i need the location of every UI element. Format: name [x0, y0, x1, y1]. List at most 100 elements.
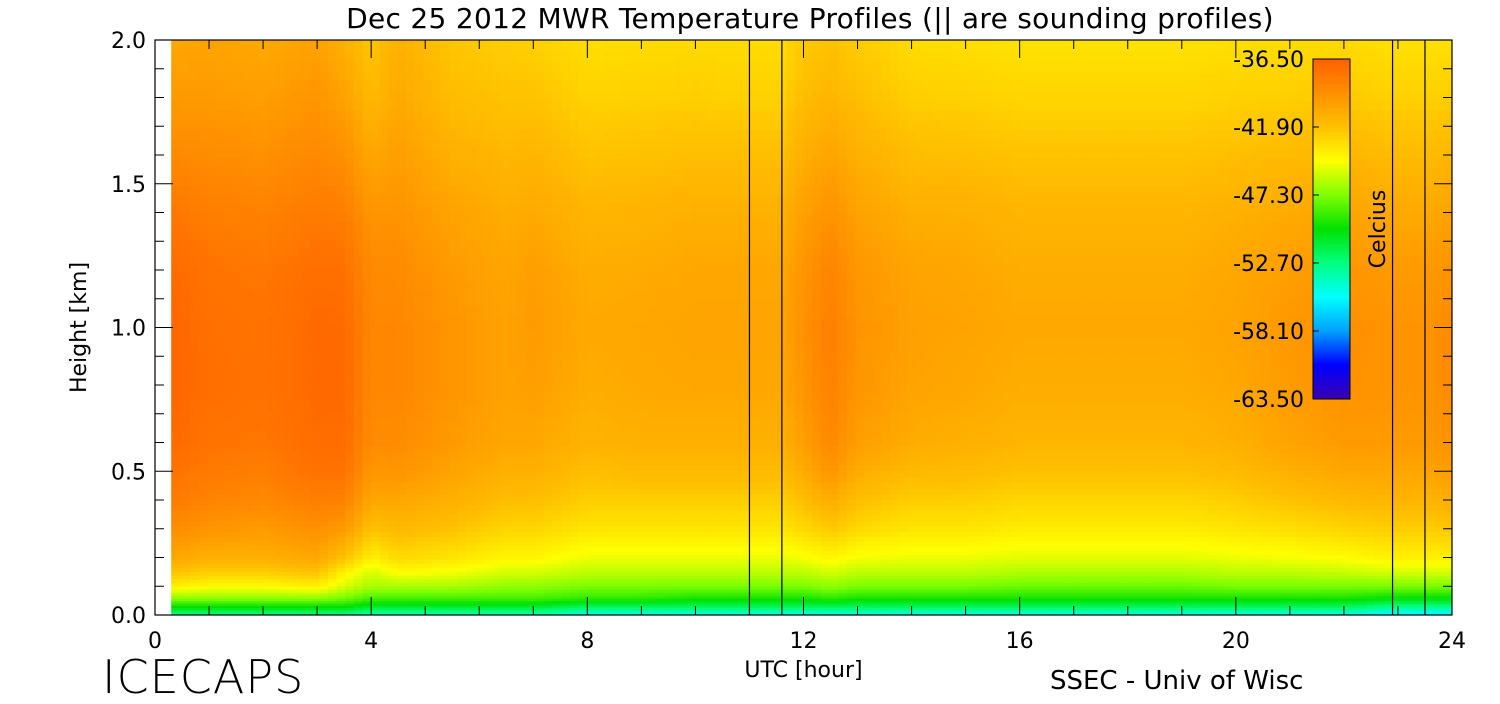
heatmap-cell	[959, 510, 969, 517]
heatmap-cell	[1166, 554, 1176, 560]
heatmap-cell	[379, 600, 390, 604]
heatmap-cell	[1097, 571, 1107, 576]
heatmap-cell	[301, 578, 312, 583]
heatmap-cell	[198, 563, 208, 568]
heatmap-cell	[448, 540, 459, 547]
heatmap-cell	[1158, 526, 1168, 532]
heatmap-cell	[206, 567, 217, 572]
heatmap-cell	[1114, 510, 1125, 517]
heatmap-cell	[1244, 595, 1254, 599]
heatmap-cell	[1071, 545, 1081, 551]
heatmap-cell	[734, 550, 744, 556]
heatmap-cell	[1348, 600, 1358, 604]
heatmap-cell	[1218, 536, 1228, 542]
heatmap-cell	[535, 613, 545, 615]
heatmap-cell	[1270, 588, 1280, 593]
heatmap-cell	[786, 613, 796, 615]
heatmap-cell	[198, 607, 208, 610]
heatmap-cell	[1417, 612, 1427, 615]
heatmap-cell	[1417, 521, 1427, 527]
heatmap-cell	[872, 558, 882, 564]
heatmap-cell	[976, 563, 986, 568]
heatmap-cell	[466, 499, 476, 506]
heatmap-cell	[267, 558, 277, 564]
heatmap-cell	[267, 603, 277, 606]
heatmap-cell	[889, 597, 900, 602]
heatmap-cell	[353, 597, 364, 602]
heatmap-cell	[1201, 575, 1211, 580]
heatmap-cell	[1123, 571, 1133, 576]
heatmap-cell	[310, 605, 320, 609]
heatmap-cell	[959, 582, 969, 587]
heatmap-cell	[578, 611, 588, 614]
heatmap-cell	[751, 521, 761, 527]
heatmap-cell	[1192, 585, 1202, 590]
heatmap-cell	[1201, 603, 1211, 606]
heatmap-cell	[621, 585, 632, 590]
heatmap-cell	[319, 600, 329, 604]
heatmap-cell	[1348, 536, 1358, 542]
heatmap-cell	[1296, 585, 1306, 590]
heatmap-cell	[310, 526, 320, 532]
heatmap-cell	[665, 605, 675, 609]
heatmap-cell	[319, 612, 329, 615]
heatmap-cell	[985, 600, 995, 604]
heatmap-cell	[595, 607, 606, 610]
heatmap-cell	[1365, 575, 1375, 580]
heatmap-cell	[751, 611, 761, 614]
heatmap-cell	[301, 597, 312, 602]
heatmap-cell	[699, 588, 709, 593]
heatmap-cell	[1330, 609, 1341, 612]
heatmap-cell	[820, 600, 831, 604]
heatmap-cell	[1356, 536, 1367, 542]
heatmap-cell	[397, 554, 407, 560]
heatmap-cell	[881, 595, 891, 599]
heatmap-cell	[907, 597, 917, 602]
heatmap-cell	[1400, 554, 1410, 560]
heatmap-cell	[301, 515, 312, 522]
heatmap-cell	[258, 585, 269, 590]
heatmap-cell	[665, 609, 675, 612]
heatmap-cell	[1028, 567, 1038, 572]
heatmap-cell	[993, 571, 1003, 576]
heatmap-cell	[1322, 571, 1332, 576]
heatmap-cell	[276, 597, 286, 602]
heatmap-cell	[889, 545, 900, 551]
heatmap-cell	[786, 585, 796, 590]
heatmap-cell	[1322, 585, 1332, 590]
heatmap-cell	[1028, 597, 1038, 602]
heatmap-cell	[1356, 531, 1367, 537]
heatmap-cell	[604, 499, 614, 506]
heatmap-cell	[492, 578, 502, 583]
heatmap-cell	[1287, 609, 1297, 612]
heatmap-cell	[613, 575, 623, 580]
heatmap-cell	[794, 521, 805, 527]
heatmap-cell	[1011, 605, 1021, 609]
heatmap-cell	[907, 585, 917, 590]
heatmap-cell	[1253, 585, 1263, 590]
heatmap-cell	[812, 571, 822, 576]
heatmap-cell	[768, 571, 779, 576]
heatmap-cell	[1322, 575, 1332, 580]
heatmap-cell	[751, 588, 761, 593]
heatmap-cell	[855, 521, 865, 527]
heatmap-cell	[250, 588, 260, 593]
heatmap-cell	[327, 571, 338, 576]
heatmap-cell	[206, 585, 217, 590]
heatmap-cell	[1201, 563, 1211, 568]
heatmap-cell	[1158, 592, 1168, 596]
heatmap-cell	[976, 531, 986, 537]
heatmap-cell	[172, 493, 182, 501]
heatmap-cell	[397, 536, 407, 542]
heatmap-cell	[1192, 550, 1202, 556]
heatmap-cell	[864, 499, 874, 506]
heatmap-cell	[544, 550, 554, 556]
heatmap-cell	[293, 526, 303, 532]
heatmap-cell	[907, 540, 917, 547]
heatmap-cell	[1209, 600, 1220, 604]
heatmap-cell	[639, 505, 649, 512]
heatmap-cell	[578, 558, 588, 564]
heatmap-cell	[215, 585, 225, 590]
heatmap-cell	[1201, 609, 1211, 612]
heatmap-cell	[431, 510, 441, 517]
